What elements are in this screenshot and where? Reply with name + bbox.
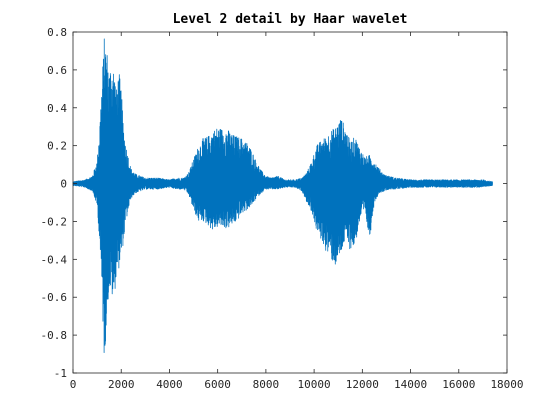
axes-box bbox=[72, 31, 508, 374]
y-tick-label: -0.6 bbox=[41, 291, 68, 304]
x-axis: 0 2000 4000 6000 8000 10000 12000 14000 16000 180… bbox=[70, 32, 524, 391]
x-tick-label: 12000 bbox=[346, 378, 379, 391]
y-tick-label: -0.2 bbox=[41, 215, 68, 228]
x-tick-label: 2000 bbox=[108, 378, 135, 391]
x-tick-label: 10000 bbox=[298, 378, 331, 391]
y-tick-label: 0.6 bbox=[47, 64, 67, 77]
x-tick-label: 6000 bbox=[204, 378, 231, 391]
y-tick-label: -0.4 bbox=[41, 253, 68, 266]
x-tick-label: 18000 bbox=[490, 378, 523, 391]
x-tick-label: 4000 bbox=[156, 378, 183, 391]
x-tick-label: 0 bbox=[70, 378, 77, 391]
x-tick-label: 14000 bbox=[394, 378, 427, 391]
y-tick-label: -0.8 bbox=[41, 329, 68, 342]
plot-area bbox=[72, 38, 493, 354]
y-tick-label: 0.2 bbox=[47, 140, 67, 153]
x-tick-label: 16000 bbox=[442, 378, 475, 391]
chart-title: Level 2 detail by Haar wavelet bbox=[173, 12, 408, 27]
y-tick-label: 0 bbox=[60, 178, 67, 191]
y-tick-label: 0.8 bbox=[47, 26, 67, 39]
x-tick-label: 8000 bbox=[253, 378, 280, 391]
series-line bbox=[72, 38, 493, 354]
y-axis: -1 -0.8 -0.6 -0.4 -0.2 0 0.2 0.4 0.6 0.8 bbox=[41, 26, 507, 380]
y-tick-label: -1 bbox=[54, 367, 67, 380]
y-tick-label: 0.4 bbox=[47, 102, 67, 115]
